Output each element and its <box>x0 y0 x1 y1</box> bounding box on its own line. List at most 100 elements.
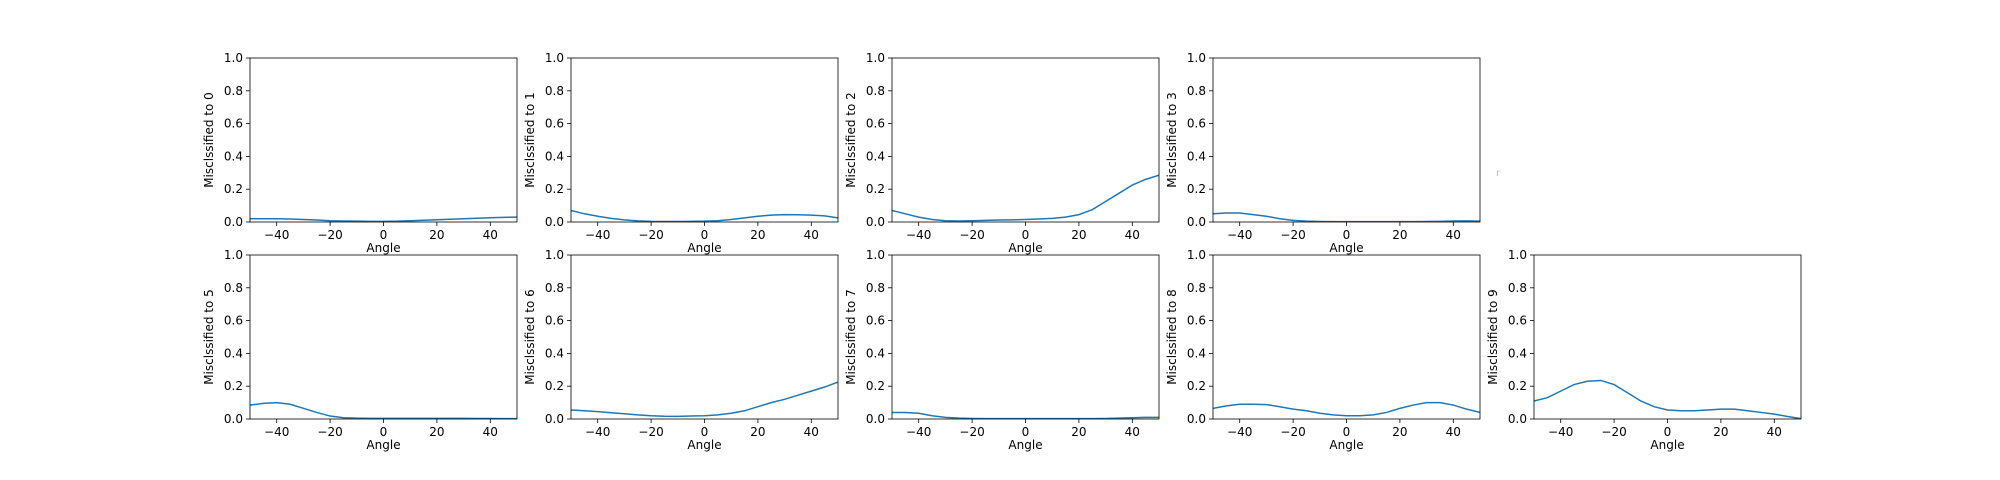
x-tick-label: −20 <box>638 425 663 439</box>
x-tick-label: 20 <box>1392 228 1407 242</box>
y-tick-label: 0.0 <box>224 412 243 426</box>
series-line <box>250 401 517 419</box>
x-tick-label: 20 <box>750 425 765 439</box>
y-tick-label: 0.4 <box>224 149 243 163</box>
x-tick-label: 40 <box>483 228 498 242</box>
x-axis-label: Angle <box>366 438 400 452</box>
y-tick-label: 0.0 <box>545 412 564 426</box>
y-tick-label: 0.0 <box>224 215 243 229</box>
series-line <box>892 174 1159 222</box>
y-tick-label: 0.6 <box>1508 314 1527 328</box>
x-tick-label: −20 <box>317 425 342 439</box>
y-tick-label: 0.4 <box>545 346 564 360</box>
y-tick-label: 0.4 <box>866 346 885 360</box>
y-axis-label: Misclssified to 3 <box>1165 92 1179 188</box>
y-tick-label: 0.2 <box>224 182 243 196</box>
y-tick-label: 0.4 <box>224 346 243 360</box>
y-tick-label: 0.8 <box>224 281 243 295</box>
y-tick-label: 0.6 <box>224 117 243 131</box>
y-tick-label: 0.0 <box>1187 215 1206 229</box>
x-tick-label: −40 <box>585 228 610 242</box>
y-tick-label: 0.0 <box>1187 412 1206 426</box>
subplot-8: −40 −20 0 20 40 0.0 0.2 0.4 0.6 0.8 1.0 Angle Miscls… <box>1486 248 1802 452</box>
x-tick-label: 0 <box>380 228 388 242</box>
y-tick-label: 0.0 <box>866 215 885 229</box>
x-tick-label: 40 <box>804 425 819 439</box>
y-tick-label: 0.8 <box>1187 281 1206 295</box>
y-tick-label: 0.8 <box>1187 84 1206 98</box>
subplot-1: −40 −20 0 20 40 0.0 0.2 0.4 0.6 0.8 1.0 Angle Miscls… <box>523 51 839 255</box>
y-tick-label: 0.0 <box>866 412 885 426</box>
y-axis-label: Misclssified to 6 <box>523 289 537 385</box>
x-tick-label: 0 <box>1022 228 1030 242</box>
subplot-7: −40 −20 0 20 40 0.0 0.2 0.4 0.6 0.8 1.0 Angle Miscls… <box>1165 248 1481 452</box>
y-tick-label: 0.6 <box>545 314 564 328</box>
x-axis-label: Angle <box>366 241 400 255</box>
series-line <box>571 381 838 418</box>
x-tick-label: 0 <box>1022 425 1030 439</box>
x-tick-label: 40 <box>1767 425 1782 439</box>
y-tick-label: 0.4 <box>545 149 564 163</box>
subplot-2: −40 −20 0 20 40 0.0 0.2 0.4 0.6 0.8 1.0 Angle Miscls… <box>844 51 1160 255</box>
y-tick-label: 0.2 <box>224 379 243 393</box>
y-tick-label: 0.6 <box>1187 117 1206 131</box>
y-axis-label: Misclssified to 2 <box>844 92 858 188</box>
y-tick-label: 1.0 <box>866 248 885 262</box>
x-tick-label: 40 <box>1125 228 1140 242</box>
y-tick-label: 0.4 <box>1187 346 1206 360</box>
subplot-6: −40 −20 0 20 40 0.0 0.2 0.4 0.6 0.8 1.0 Angle Miscls… <box>844 248 1160 452</box>
x-tick-label: −40 <box>1227 425 1252 439</box>
x-tick-label: 20 <box>429 425 444 439</box>
y-tick-label: 0.2 <box>866 182 885 196</box>
y-axis-label: Misclssified to 0 <box>202 92 216 188</box>
x-axis-label: Angle <box>1329 438 1363 452</box>
y-tick-label: 0.8 <box>545 281 564 295</box>
x-tick-label: 20 <box>1713 425 1728 439</box>
x-tick-label: 0 <box>1343 425 1351 439</box>
y-axis-label: Misclssified to 5 <box>202 289 216 385</box>
y-tick-label: 1.0 <box>1187 51 1206 65</box>
x-tick-label: −20 <box>959 228 984 242</box>
y-tick-label: 1.0 <box>1187 248 1206 262</box>
x-tick-label: 20 <box>1071 228 1086 242</box>
y-tick-label: 0.2 <box>1187 379 1206 393</box>
x-axis-label: Angle <box>687 438 721 452</box>
x-tick-label: 0 <box>380 425 388 439</box>
x-tick-label: 40 <box>1446 228 1461 242</box>
y-tick-label: 1.0 <box>866 51 885 65</box>
series-line <box>1534 379 1801 419</box>
series-line <box>1213 401 1480 417</box>
x-tick-label: −40 <box>906 228 931 242</box>
y-tick-label: 0.6 <box>866 314 885 328</box>
x-tick-label: −20 <box>1280 425 1305 439</box>
series-line <box>250 216 517 222</box>
y-tick-label: 0.4 <box>1508 346 1527 360</box>
y-tick-label: 0.4 <box>1187 149 1206 163</box>
x-tick-label: 20 <box>429 228 444 242</box>
subplot-0: −40 −20 0 20 40 0.0 0.2 0.4 0.6 0.8 1.0 Angle Miscls… <box>202 51 518 255</box>
y-tick-label: 0.2 <box>1187 182 1206 196</box>
x-tick-label: −20 <box>959 425 984 439</box>
x-tick-label: 20 <box>750 228 765 242</box>
x-tick-label: 0 <box>1664 425 1672 439</box>
x-tick-label: 20 <box>1392 425 1407 439</box>
y-tick-label: 0.2 <box>545 182 564 196</box>
y-tick-label: 0.0 <box>1508 412 1527 426</box>
x-tick-label: −40 <box>1227 228 1252 242</box>
x-tick-label: −20 <box>317 228 342 242</box>
y-tick-label: 1.0 <box>224 51 243 65</box>
y-tick-label: 0.8 <box>866 281 885 295</box>
x-tick-label: −40 <box>264 228 289 242</box>
subplot-grid: −40 −20 0 20 40 0.0 0.2 0.4 0.6 0.8 1.0 Angle Miscls… <box>202 51 1802 452</box>
x-tick-label: 40 <box>1125 425 1140 439</box>
y-tick-label: 0.2 <box>1508 379 1527 393</box>
x-tick-label: −40 <box>906 425 931 439</box>
y-tick-label: 0.0 <box>545 215 564 229</box>
x-tick-label: 0 <box>701 425 709 439</box>
y-tick-label: 0.8 <box>224 84 243 98</box>
y-tick-label: 0.8 <box>1508 281 1527 295</box>
y-tick-label: 0.6 <box>545 117 564 131</box>
y-tick-label: 0.4 <box>866 149 885 163</box>
